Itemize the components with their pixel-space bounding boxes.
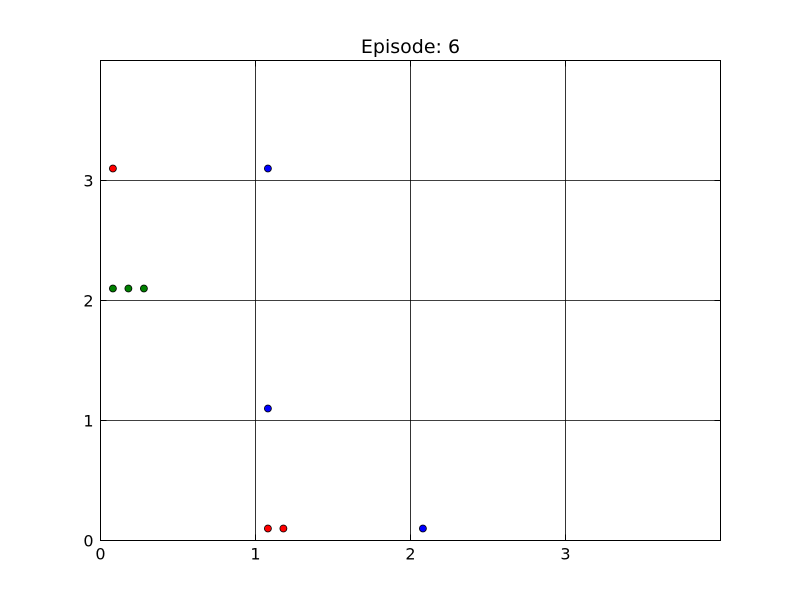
scatter-point — [109, 284, 117, 293]
scatter-point — [109, 164, 117, 173]
scatter-point — [263, 164, 272, 173]
chart-title: Episode: 6 — [361, 36, 460, 58]
axis-ticks: 0 1 2 3 0 1 2 3 — [83, 60, 721, 564]
x-tick-label: 2 — [405, 545, 415, 564]
y-tick-label: 2 — [83, 292, 93, 311]
x-tick-label: 3 — [560, 545, 570, 564]
scatter-point — [139, 284, 148, 293]
grid-lines — [100, 60, 721, 541]
scatter-point — [263, 404, 272, 413]
scatter-point — [418, 524, 427, 533]
plot-area-frame — [100, 60, 721, 541]
y-tick-label: 3 — [83, 172, 93, 191]
x-tick-label: 1 — [250, 545, 260, 564]
scatter-point — [124, 284, 133, 293]
data-points — [109, 164, 427, 533]
y-tick-label: 0 — [83, 532, 93, 551]
y-tick-label: 1 — [83, 412, 93, 431]
x-tick-label: 0 — [95, 545, 105, 564]
scatter-point — [279, 524, 288, 533]
scatter-point — [263, 524, 272, 533]
